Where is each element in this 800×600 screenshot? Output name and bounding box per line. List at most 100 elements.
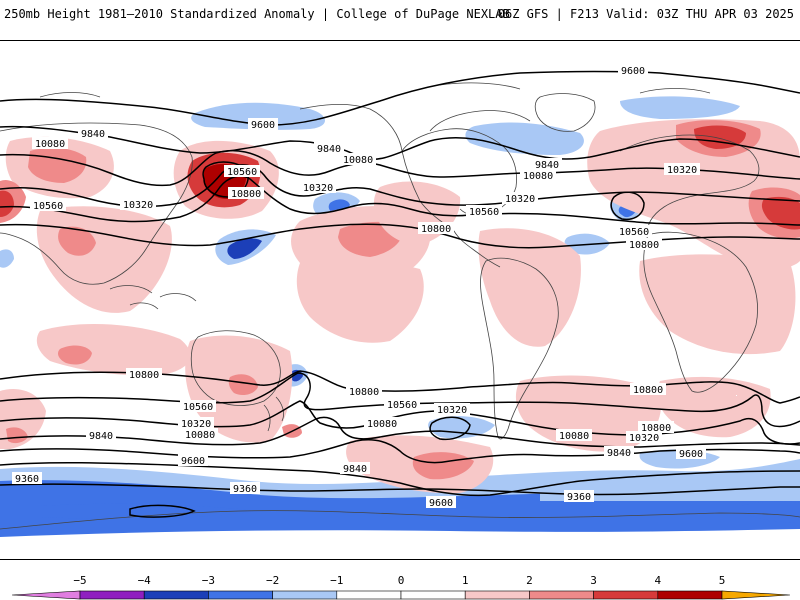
colorbar-segments <box>11 590 791 600</box>
colorbar-segment <box>272 590 338 600</box>
colorbar-tick-label: −3 <box>202 574 215 587</box>
southern-negative-east-core <box>740 501 800 523</box>
colorbar-over-triangle <box>721 590 791 600</box>
contour-label: 10800 <box>231 189 261 200</box>
contour-label: 9840 <box>317 144 341 155</box>
map-frame: 9600 9600 9840 9840 9840 10080 10080 100… <box>0 40 800 560</box>
south-atlantic-positive <box>515 375 662 452</box>
arctic-negative <box>620 96 740 119</box>
contour-label: 10320 <box>303 183 333 194</box>
contour-label: 10800 <box>633 385 663 396</box>
north-atlantic-negative <box>465 122 584 155</box>
colorbar-segment <box>657 590 723 600</box>
coast-asia <box>0 122 193 285</box>
contour-label: 9840 <box>535 160 559 171</box>
north-africa-positive <box>639 254 796 355</box>
contour-label: 9840 <box>81 129 105 140</box>
australia-positive-mid <box>228 374 258 395</box>
colorbar-tick-label: −2 <box>266 574 279 587</box>
south-mid-negative <box>428 416 495 439</box>
contour-10080-south <box>0 416 800 448</box>
contour-label: 10320 <box>181 419 211 430</box>
anomaly-map: 9600 9600 9840 9840 9840 10080 10080 100… <box>0 64 800 559</box>
contour-label: 10320 <box>437 405 467 416</box>
contour-label: 10560 <box>33 201 63 212</box>
contour-9600-north <box>0 70 800 126</box>
colorbar-tick-label: −4 <box>138 574 152 587</box>
tropical-east-pacific-positive <box>296 259 424 343</box>
contour-label: 10800 <box>349 387 379 398</box>
colorbar-segment <box>79 590 145 600</box>
contour-label: 10080 <box>343 155 373 166</box>
contour-label: 10080 <box>523 171 553 182</box>
coast-europe <box>619 134 760 236</box>
coast-antarctica <box>0 510 800 530</box>
colorbar-segment <box>464 590 530 600</box>
south-indian-east-positive <box>657 376 771 438</box>
contour-10800-south <box>0 370 800 404</box>
scandinavia-positive-core <box>694 125 746 149</box>
coast-africa <box>643 231 758 393</box>
south-pacific-positive-mid <box>412 452 474 480</box>
contour-label: 10320 <box>505 194 535 205</box>
contour-10800-north <box>0 223 800 249</box>
contour-label: 10560 <box>227 167 257 178</box>
colorbar-tick-label: 1 <box>462 574 469 587</box>
contour-label: 9600 <box>429 498 453 509</box>
colorbar-tick-label: −1 <box>330 574 343 587</box>
contour-label: 9840 <box>89 431 113 442</box>
contour-label: 10080 <box>35 139 65 150</box>
colorbar-tick-label: 4 <box>654 574 661 587</box>
contour-9840-north <box>0 125 800 161</box>
colorbar-ticks: −5 −4 −3 −2 −1 0 1 2 3 4 5 <box>73 574 725 587</box>
colorbar-tick-label: 5 <box>719 574 726 587</box>
contour-10560-north <box>0 175 800 226</box>
coast-arctic <box>39 82 711 98</box>
southern-negative-band-core <box>40 503 260 519</box>
contour-label: 10560 <box>183 402 213 413</box>
colorbar-segment <box>593 590 659 600</box>
contour-label: 10560 <box>387 400 417 411</box>
southern-antarctic-white <box>0 529 800 559</box>
contour-9360-inner <box>129 504 196 518</box>
tibet-positive-light <box>36 206 172 313</box>
colorbar-segment <box>400 590 466 600</box>
contour-10320-closed-south <box>429 416 471 441</box>
colorbar-tick-label: 0 <box>398 574 405 587</box>
anomaly-colorbar: −5 −4 −3 −2 −1 0 1 2 3 4 5 <box>11 574 791 600</box>
coast-greenland <box>534 93 596 132</box>
contour-label: 10560 <box>619 227 649 238</box>
anomaly-shading <box>0 96 800 559</box>
coast-south-america <box>480 257 559 440</box>
contour-label: 10320 <box>123 200 153 211</box>
caspian-positive-core <box>761 196 800 230</box>
contour-label: 9600 <box>181 456 205 467</box>
height-contours <box>0 70 800 518</box>
west-negative <box>0 249 14 268</box>
contour-label: 10080 <box>367 419 397 430</box>
contour-label: 9840 <box>343 464 367 475</box>
coast-new-zealand <box>263 396 284 432</box>
colorbar-tick-label: −5 <box>73 574 86 587</box>
map-title: 250mb Height 1981–2010 Standardized Anom… <box>4 7 510 21</box>
central-asia-core <box>0 190 14 217</box>
contour-label: 9360 <box>15 474 39 485</box>
contour-label: 9360 <box>567 492 591 503</box>
south-indian-positive-mid <box>6 427 28 444</box>
contour-label: 9600 <box>251 120 275 131</box>
colorbar-under-triangle <box>11 590 81 600</box>
colorbar-segment <box>143 590 209 600</box>
contour-label: 10560 <box>469 207 499 218</box>
contour-label: 10800 <box>629 240 659 251</box>
colorbar-segment <box>529 590 594 600</box>
contour-label: 10800 <box>641 423 671 434</box>
colorbar-tick-label: 3 <box>590 574 597 587</box>
contour-label: 10320 <box>629 433 659 444</box>
coast-australia <box>190 330 281 406</box>
contour-labels: 9600 9600 9840 9840 9840 10080 10080 100… <box>12 64 737 509</box>
contour-label: 9360 <box>233 484 257 495</box>
contour-9360-south <box>0 483 800 496</box>
contour-label: 9600 <box>679 449 703 460</box>
indian-ocean-positive-mid <box>58 345 92 365</box>
